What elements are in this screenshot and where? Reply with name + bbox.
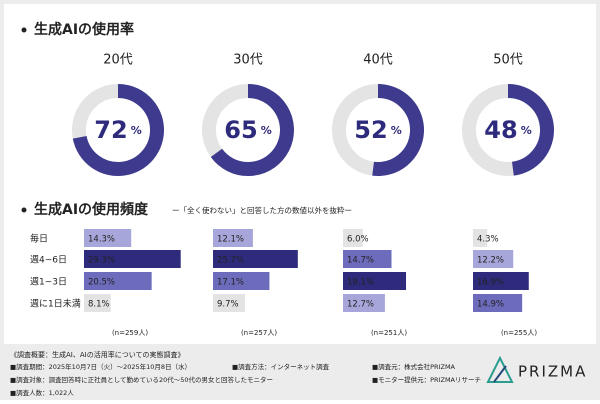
bullet: [21, 27, 27, 33]
donut-arc: [507, 84, 554, 176]
unit-label: %: [391, 124, 402, 137]
bar: [473, 294, 523, 312]
footer-item: ■調査人数：1,022人: [10, 388, 74, 397]
section-title: 生成AIの使用頻度: [34, 201, 149, 218]
unit-label: %: [521, 124, 532, 137]
sample-note: (n=255人): [501, 329, 537, 337]
value-label: 72: [94, 116, 127, 144]
category-label: 週1~3日: [30, 277, 67, 288]
donut-arc: [72, 84, 164, 176]
chart-title: 30代: [233, 53, 263, 68]
bar: [343, 272, 407, 290]
category-label: 毎日: [30, 233, 48, 245]
bar: [343, 250, 392, 268]
bar: [84, 272, 152, 290]
category-label: 週4~6日: [30, 255, 67, 266]
sample-note: (n=259人): [112, 329, 148, 337]
footer-item: ■モニター提供元：PRIZMAリサーチ: [372, 375, 481, 384]
footer-item: ■調査元：株式会社PRIZMA: [372, 362, 456, 371]
value-label: 14.3%: [88, 235, 115, 245]
bullet: [21, 207, 27, 213]
footer-item: ■調査期間：2025年10月7日（火）〜2025年10月8日（水）: [10, 362, 191, 371]
sample-note: (n=257人): [241, 329, 277, 337]
bar: [473, 229, 488, 247]
donut-label: 72%: [94, 116, 141, 144]
value-label: 16.9%: [477, 278, 504, 288]
bar: [473, 250, 514, 268]
donut-label: 65%: [224, 116, 271, 144]
donut-arc: [372, 84, 424, 176]
value-label: 14.9%: [477, 300, 504, 310]
value-label: 48: [484, 116, 517, 144]
unit-label: %: [131, 124, 142, 137]
bar: [343, 294, 385, 312]
value-label: 52: [354, 116, 387, 144]
value-label: 4.3%: [477, 235, 499, 245]
bar: [213, 272, 270, 290]
chart-title: 50代: [493, 53, 523, 68]
value-label: 65: [224, 116, 257, 144]
value-label: 17.1%: [217, 278, 244, 288]
footer-heading: 《調査概要：生成AI、AIの活用率についての実態調査》: [10, 350, 185, 359]
donut-arc: [210, 84, 294, 176]
bar: [473, 272, 529, 290]
unit-label: %: [261, 124, 272, 137]
logo-icon: [493, 365, 507, 383]
section-title: 生成AIの使用率: [34, 21, 134, 38]
bar: [84, 229, 132, 247]
logo: PRIZMA: [486, 355, 587, 383]
value-label: 9.7%: [217, 300, 239, 310]
chart-title: 20代: [103, 53, 133, 68]
logo-text: PRIZMA: [518, 363, 587, 381]
bar: [84, 294, 111, 312]
value-label: 12.7%: [347, 300, 374, 310]
value-label: 29.3%: [88, 256, 115, 266]
footer-item: ■調査対象：調査回答時に正社員として勤めている20代〜50代の男女と回答したモニ…: [10, 375, 273, 384]
value-label: 25.7%: [217, 256, 244, 266]
bar: [213, 250, 298, 268]
value-label: 20.5%: [88, 278, 115, 288]
donut-label: 52%: [354, 116, 401, 144]
category-label: 週に1日未満: [30, 298, 81, 310]
value-label: 12.1%: [217, 235, 244, 245]
bar: [213, 229, 253, 247]
value-label: 19.1%: [347, 278, 374, 288]
footer-item: ■調査方法：インターネット調査: [232, 362, 330, 371]
value-label: 6.0%: [347, 235, 369, 245]
donut-label: 48%: [484, 116, 531, 144]
sample-note: (n=251人): [371, 329, 407, 337]
value-label: 12.2%: [477, 256, 504, 266]
bar: [84, 250, 181, 268]
section-subtitle: ー「全く使わない」と回答した方の数値以外を抜粋ー: [172, 205, 352, 215]
value-label: 8.1%: [88, 300, 110, 310]
chart-title: 40代: [363, 53, 393, 68]
bar: [213, 294, 246, 312]
logo-icon: [486, 355, 514, 383]
value-label: 14.7%: [347, 256, 374, 266]
bar: [343, 229, 363, 247]
